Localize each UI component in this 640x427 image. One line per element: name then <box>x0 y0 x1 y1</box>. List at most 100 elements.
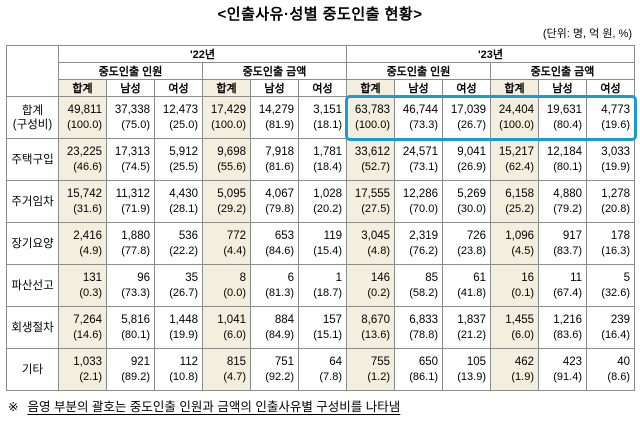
cell-percent: (4.8) <box>367 245 391 257</box>
cell-value: 9,698 <box>217 146 246 158</box>
cell-value: 19,631 <box>546 104 583 116</box>
cell-value: 12,184 <box>546 146 583 158</box>
cell-percent: (62.4) <box>505 161 535 173</box>
data-cell: 772 (4.4) <box>202 222 251 265</box>
cell-value: 61 <box>473 272 487 284</box>
cell-percent: (52.7) <box>361 161 391 173</box>
header-row-measures: 중도인출 인원 중도인출 금액 중도인출 인원 중도인출 금액 <box>7 62 636 80</box>
table-row: 주거임차 15,742 (31.6) 11,312 (71.9) 4,430 (28.1) 5… <box>6 180 636 223</box>
footnote-text: 음영 부분의 괄호는 중도인출 인원과 금액의 인출사유별 구성비를 나타냄 <box>27 400 401 414</box>
data-cell: 131 (0.3) <box>58 264 107 307</box>
cell-percent: (78.8) <box>409 329 439 341</box>
cell-value: 23,225 <box>66 146 102 158</box>
table-row: 파산선고 131 (0.3) 96 (73.3) 35 (26.7) 8 (0.0) 6 (81.3… <box>6 264 636 307</box>
cell-percent: (67.4) <box>553 287 583 299</box>
cell-value: 64 <box>329 356 343 368</box>
cell-percent: (84.9) <box>265 329 294 341</box>
cell-value: 650 <box>418 356 439 368</box>
cell-percent: (25.0) <box>169 119 198 131</box>
cell-percent: (100.0) <box>67 119 102 131</box>
cell-percent: (86.1) <box>409 371 439 383</box>
cell-percent: (76.2) <box>409 245 439 257</box>
gender-header: 여성 <box>442 79 492 97</box>
cell-percent: (100.0) <box>499 119 535 131</box>
data-cell: 15,217 (62.4) <box>490 138 540 181</box>
cell-value: 917 <box>562 230 583 242</box>
row-label: 장기요양 <box>6 222 59 265</box>
row-label: 기타 <box>6 348 59 391</box>
cell-percent: (6.0) <box>223 329 246 341</box>
cell-percent: (73.3) <box>409 119 439 131</box>
cell-percent: (0.0) <box>223 287 246 299</box>
data-cell: 3,033 (19.9) <box>586 138 636 181</box>
cell-percent: (77.8) <box>121 245 150 257</box>
gender-header: 여성 <box>297 79 348 97</box>
cell-percent: (6.0) <box>511 329 535 341</box>
cell-percent: (19.6) <box>601 119 631 131</box>
page-title: <인출사유·성별 중도인출 현황> <box>217 6 423 23</box>
gender-header: 남성 <box>538 79 588 97</box>
cell-value: 3,151 <box>313 104 343 116</box>
data-cell: 1 (18.7) <box>297 264 348 307</box>
data-cell: 2,416 (4.9) <box>58 222 107 265</box>
cell-percent: (27.5) <box>361 203 391 215</box>
cell-value: 6,833 <box>409 314 439 326</box>
cell-percent: (18.1) <box>313 119 343 131</box>
data-cell: 17,039 (26.7) <box>442 96 492 139</box>
row-label: 주거임차 <box>6 180 59 223</box>
cell-value: 751 <box>274 356 294 368</box>
cell-percent: (80.4) <box>553 119 583 131</box>
cell-value: 24,571 <box>402 146 439 158</box>
cell-percent: (74.5) <box>121 161 150 173</box>
cell-percent: (4.9) <box>79 245 102 257</box>
cell-value: 6,158 <box>505 188 535 200</box>
row-label: 주택구입 <box>6 138 59 181</box>
cell-value: 8,670 <box>361 314 391 326</box>
cell-percent: (92.2) <box>265 371 294 383</box>
data-cell: 37,338 (75.0) <box>106 96 155 139</box>
gender-header: 합계 <box>202 79 251 97</box>
data-cell: 884 (84.9) <box>250 306 299 349</box>
cell-percent: (0.1) <box>511 287 535 299</box>
withdrawal-status-table: '22년 '23년 중도인출 인원 중도인출 금액 중도인출 인원 중도인출 금액 합계 남성… <box>6 45 636 391</box>
data-cell: 6 (81.3) <box>250 264 299 307</box>
cell-percent: (7.8) <box>319 371 343 383</box>
gender-header: 남성 <box>106 79 155 97</box>
data-cell: 650 (86.1) <box>394 348 444 391</box>
data-cell: 9,698 (55.6) <box>202 138 251 181</box>
data-cell: 105 (13.9) <box>442 348 492 391</box>
cell-percent: (26.7) <box>457 119 487 131</box>
measure-header: 중도인출 인원 <box>58 62 203 80</box>
data-cell: 1,448 (19.9) <box>154 306 203 349</box>
cell-value: 653 <box>274 230 294 242</box>
data-cell: 3,045 (4.8) <box>346 222 396 265</box>
cell-value: 3,045 <box>361 230 391 242</box>
cell-percent: (79.2) <box>553 203 583 215</box>
cell-percent: (81.6) <box>265 161 294 173</box>
data-cell: 653 (84.6) <box>250 222 299 265</box>
cell-percent: (81.3) <box>265 287 294 299</box>
cell-value: 46,744 <box>402 104 439 116</box>
data-cell: 4,880 (79.2) <box>538 180 588 223</box>
cell-percent: (81.9) <box>265 119 294 131</box>
cell-percent: (1.2) <box>367 371 391 383</box>
cell-value: 772 <box>226 230 246 242</box>
cell-value: 1,028 <box>313 188 343 200</box>
cell-value: 5 <box>623 272 631 284</box>
cell-value: 4,430 <box>169 188 198 200</box>
cell-percent: (31.6) <box>73 203 102 215</box>
data-cell: 17,313 (74.5) <box>106 138 155 181</box>
cell-value: 24,404 <box>498 104 535 116</box>
footnote-marker: ※ <box>8 400 19 414</box>
table-row: 장기요양 2,416 (4.9) 1,880 (77.8) 536 (22.2) 772 (4.… <box>6 222 636 265</box>
cell-value: 14,279 <box>258 104 294 116</box>
cell-value: 112 <box>179 356 198 368</box>
cell-value: 11,312 <box>115 188 150 200</box>
cell-percent: (100.0) <box>211 119 246 131</box>
data-cell: 17,429 (100.0) <box>202 96 251 139</box>
cell-percent: (18.4) <box>313 161 343 173</box>
table-row: 주택구입 23,225 (46.6) 17,313 (74.5) 5,912 (25.5) 9… <box>6 138 636 181</box>
data-cell: 2,319 (76.2) <box>394 222 444 265</box>
data-cell: 1,033 (2.1) <box>58 348 107 391</box>
cell-percent: (83.6) <box>553 329 583 341</box>
